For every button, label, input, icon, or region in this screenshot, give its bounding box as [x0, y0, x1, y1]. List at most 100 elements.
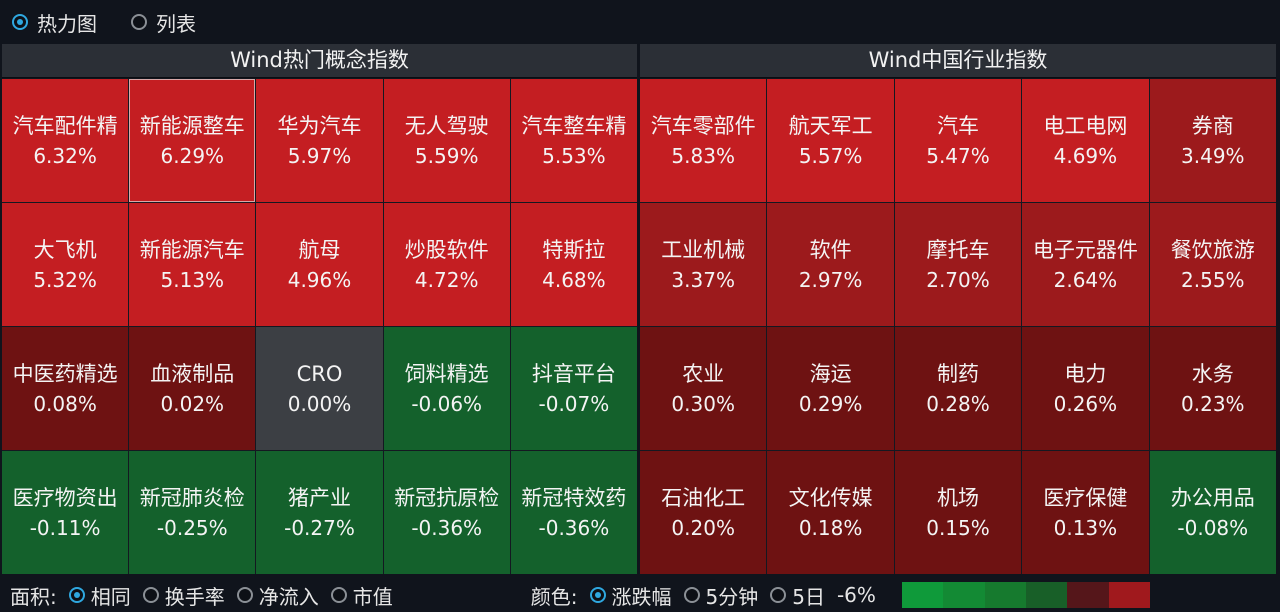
view-heatmap-option[interactable]: 热力图 [12, 8, 97, 37]
industry-tile[interactable]: 摩托车 2.70% [894, 203, 1022, 326]
industry-tile-name: 电子元器件 [1032, 237, 1138, 262]
industry-tile[interactable]: 电工电网 4.69% [1022, 79, 1149, 202]
industry-tile-name: 汽车零部件 [650, 113, 756, 138]
concept-tile[interactable]: 新能源汽车 5.13% [129, 203, 256, 326]
industry-panel-title: Wind中国行业指数 [640, 44, 1276, 78]
industry-tile[interactable]: 航天军工 5.57% [767, 79, 894, 202]
color-5day-radio[interactable] [770, 587, 787, 603]
area-netflow-radio[interactable] [236, 587, 253, 603]
concept-tile-change: -0.07% [538, 391, 610, 416]
color-label: 颜色: [530, 584, 578, 609]
area-marketcap-radio[interactable] [330, 587, 347, 603]
legend-min-label: -6% [836, 583, 876, 607]
concept-tile-name: 汽车整车精 [521, 113, 627, 138]
concept-tile-name: 无人驾驶 [404, 113, 489, 138]
concept-tile[interactable]: 抖音平台 -0.07% [510, 327, 637, 450]
concept-tile-change: -0.36% [411, 515, 483, 540]
color-option-5day[interactable]: 5日 [770, 581, 825, 610]
concept-tile[interactable]: 猪产业 -0.27% [256, 451, 383, 574]
industry-tile-name: 餐饮旅游 [1170, 237, 1255, 262]
concept-tile[interactable]: 无人驾驶 5.59% [383, 79, 510, 202]
concept-tile-name: 新冠特效药 [521, 485, 627, 510]
concept-tile[interactable]: 饲料精选 -0.06% [383, 327, 510, 450]
industry-tile[interactable]: 水务 0.23% [1149, 327, 1276, 450]
concept-tile-name: 航母 [298, 237, 341, 262]
view-list-option[interactable]: 列表 [131, 8, 196, 37]
concept-tile-name: CRO [296, 361, 343, 386]
area-same-radio[interactable] [68, 587, 85, 603]
industry-tile[interactable]: 医疗保健 0.13% [1022, 451, 1149, 574]
industry-tile-name: 汽车 [936, 113, 979, 138]
concept-tile[interactable]: 新冠特效药 -0.36% [510, 451, 637, 574]
industry-tile[interactable]: 电力 0.26% [1022, 327, 1149, 450]
industry-tile-name: 农业 [682, 361, 725, 386]
list-label: 列表 [156, 11, 196, 36]
color-5min-radio[interactable] [683, 587, 700, 603]
concept-tile[interactable]: 汽车配件精 6.32% [2, 79, 129, 202]
industry-tile[interactable]: 软件 2.97% [767, 203, 894, 326]
industry-tile-name: 文化传媒 [788, 485, 873, 510]
area-option-turnover[interactable]: 换手率 [142, 581, 225, 610]
industry-tile[interactable]: 电子元器件 2.64% [1022, 203, 1149, 326]
bottom-options-bar: 面积: 相同 换手率 净流入 市值 颜色: 涨跌幅 5分钟 5日 -6% [0, 578, 1280, 612]
industry-tile[interactable]: 石油化工 0.20% [640, 451, 767, 574]
color-option-change[interactable]: 涨跌幅 [589, 581, 672, 610]
concept-tile[interactable]: 医疗物资出 -0.11% [2, 451, 129, 574]
heatmap-label: 热力图 [37, 11, 97, 36]
concept-tile-name: 华为汽车 [277, 113, 362, 138]
industry-tile-change: 5.57% [798, 143, 863, 168]
concept-tile[interactable]: 汽车整车精 5.53% [510, 79, 637, 202]
concept-tile-change: 5.59% [414, 143, 479, 168]
industry-tile[interactable]: 汽车零部件 5.83% [640, 79, 767, 202]
industry-tile-change: 4.69% [1053, 143, 1118, 168]
industry-tile-change: 0.23% [1181, 391, 1245, 416]
industry-tile-name: 石油化工 [661, 485, 746, 510]
industry-tile-change: 5.47% [926, 143, 990, 168]
industry-tile-name: 水务 [1191, 361, 1234, 386]
concept-tile-change: -0.27% [284, 515, 355, 540]
concept-tile[interactable]: 新冠抗原检 -0.36% [383, 451, 510, 574]
color-option-5min[interactable]: 5分钟 [683, 581, 759, 610]
color-legend-bar [901, 582, 1150, 608]
concept-tile[interactable]: 特斯拉 4.68% [510, 203, 637, 326]
area-option-netflow[interactable]: 净流入 [236, 581, 319, 610]
concept-tile[interactable]: 新冠肺炎检 -0.25% [129, 451, 256, 574]
industry-tile[interactable]: 农业 0.30% [640, 327, 767, 450]
industry-tile[interactable]: 券商 3.49% [1149, 79, 1276, 202]
area-option-same[interactable]: 相同 [68, 581, 131, 610]
industry-tile[interactable]: 机场 0.15% [894, 451, 1022, 574]
industry-tile-change: 0.13% [1053, 515, 1118, 540]
concept-tile[interactable]: 炒股软件 4.72% [383, 203, 510, 326]
concept-tile[interactable]: 华为汽车 5.97% [256, 79, 383, 202]
concept-tile[interactable]: 血液制品 0.02% [129, 327, 256, 450]
area-option-marketcap[interactable]: 市值 [330, 581, 393, 610]
industry-tile[interactable]: 制药 0.28% [894, 327, 1022, 450]
industry-tile[interactable]: 汽车 5.47% [894, 79, 1022, 202]
concept-tile[interactable]: CRO 0.00% [256, 327, 383, 450]
industry-tile-change: 0.18% [798, 515, 863, 540]
concept-tile-name: 新能源汽车 [139, 237, 245, 262]
industry-tile[interactable]: 餐饮旅游 2.55% [1149, 203, 1276, 326]
color-change-radio[interactable] [589, 587, 606, 603]
concept-tile-change: -0.25% [156, 515, 228, 540]
industry-tile[interactable]: 工业机械 3.37% [640, 203, 767, 326]
list-radio[interactable] [131, 14, 147, 30]
concept-tile-change: 5.13% [160, 267, 225, 292]
industry-tile-change: 5.83% [671, 143, 735, 168]
area-turnover-radio[interactable] [142, 587, 159, 603]
concept-tile[interactable]: 航母 4.96% [256, 203, 383, 326]
color-5min-label: 5分钟 [705, 584, 759, 609]
industry-tile-name: 工业机械 [661, 237, 746, 262]
heatmap-radio[interactable] [12, 14, 28, 30]
concept-tile[interactable]: 新能源整车 6.29% [129, 79, 256, 202]
concept-tile[interactable]: 大飞机 5.32% [2, 203, 129, 326]
legend-swatch [984, 582, 1026, 608]
industry-tile[interactable]: 海运 0.29% [767, 327, 894, 450]
industry-tile[interactable]: 文化传媒 0.18% [767, 451, 894, 574]
industry-tile-name: 软件 [809, 237, 852, 262]
industry-tile-name: 办公用品 [1170, 485, 1255, 510]
industry-tile-name: 摩托车 [926, 237, 990, 262]
concept-tile[interactable]: 中医药精选 0.08% [2, 327, 129, 450]
concept-tile-name: 大飞机 [33, 237, 97, 262]
industry-tile[interactable]: 办公用品 -0.08% [1149, 451, 1276, 574]
